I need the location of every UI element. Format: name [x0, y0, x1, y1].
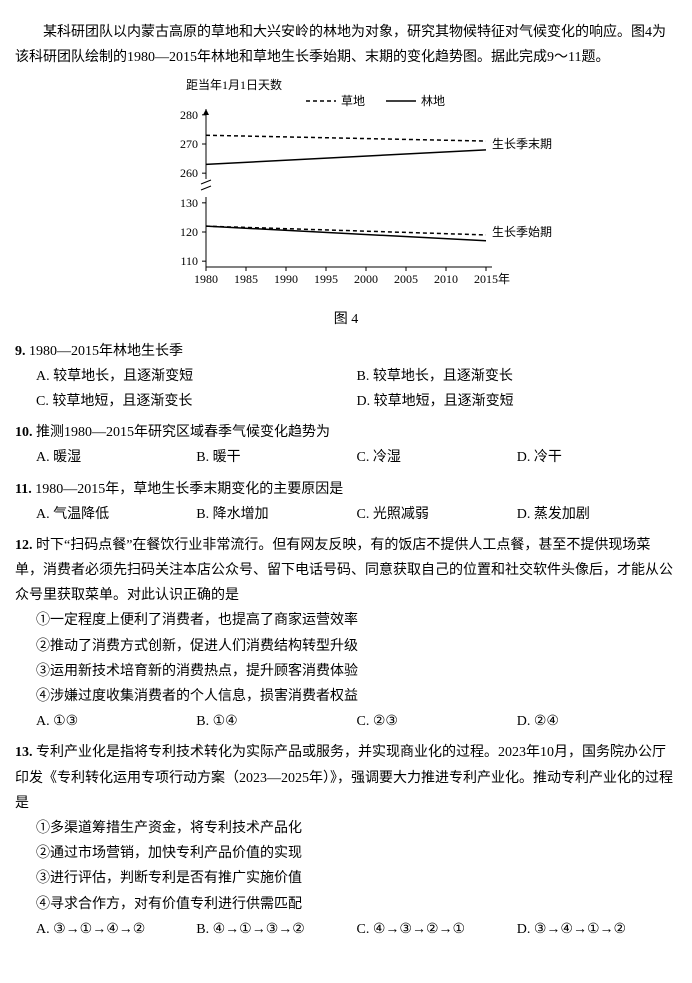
q13-item-2: ②通过市场营销，加快专利产品价值的实现 — [15, 841, 677, 866]
q10-options: A. 暖湿 B. 暖干 C. 冷湿 D. 冷干 — [15, 445, 677, 470]
svg-text:130: 130 — [180, 196, 198, 210]
q9-options-row1: A. 较草地长，且逐渐变短 B. 较草地长，且逐渐变长 — [15, 364, 677, 389]
svg-text:年: 年 — [498, 272, 510, 286]
q9-opt-d[interactable]: D. 较草地短，且逐渐变短 — [357, 389, 678, 414]
svg-text:270: 270 — [180, 137, 198, 151]
q13-item-4: ④寻求合作方，对有价值专利进行供需匹配 — [15, 892, 677, 917]
q10-stem: 推测1980—2015年研究区域春季气候变化趋势为 — [36, 425, 330, 440]
svg-text:120: 120 — [180, 225, 198, 239]
q10-opt-c[interactable]: C. 冷湿 — [357, 445, 517, 470]
q13-opt-b[interactable]: B. ④→①→③→② — [196, 917, 356, 942]
q9-opt-a[interactable]: A. 较草地长，且逐渐变短 — [36, 364, 357, 389]
svg-text:260: 260 — [180, 167, 198, 181]
q9-opt-c[interactable]: C. 较草地短，且逐渐变长 — [36, 389, 357, 414]
q12-stem: 时下“扫码点餐”在餐饮行业非常流行。但有网友反映，有的饭店不提供人工点餐，甚至不… — [15, 538, 673, 603]
q12-item-2: ②推动了消费方式创新，促进人们消费结构转型升级 — [15, 634, 677, 659]
q9-num: 9. — [15, 344, 26, 359]
question-11: 11. 1980—2015年，草地生长季末期变化的主要原因是 A. 气温降低 B… — [15, 477, 677, 527]
q12-opt-c[interactable]: C. ②③ — [357, 709, 517, 734]
q11-stem: 1980—2015年，草地生长季末期变化的主要原因是 — [35, 482, 343, 497]
svg-text:2010: 2010 — [434, 272, 458, 286]
q11-opt-b[interactable]: B. 降水增加 — [196, 502, 356, 527]
svg-text:生长季始期: 生长季始期 — [492, 225, 552, 239]
q10-opt-b[interactable]: B. 暖干 — [196, 445, 356, 470]
q12-item-1: ①一定程度上便利了消费者，也提高了商家运营效率 — [15, 608, 677, 633]
q11-opt-c[interactable]: C. 光照减弱 — [357, 502, 517, 527]
svg-text:2015: 2015 — [474, 272, 498, 286]
q13-num: 13. — [15, 745, 33, 760]
q11-num: 11. — [15, 482, 32, 497]
q12-item-4: ④涉嫌过度收集消费者的个人信息，损害消费者权益 — [15, 684, 677, 709]
q12-num: 12. — [15, 538, 33, 553]
figure-caption: 图 4 — [136, 307, 556, 332]
q9-options-row2: C. 较草地短，且逐渐变长 D. 较草地短，且逐渐变短 — [15, 389, 677, 414]
q10-opt-a[interactable]: A. 暖湿 — [36, 445, 196, 470]
q13-opt-a[interactable]: A. ③→①→④→② — [36, 917, 196, 942]
q11-opt-a[interactable]: A. 气温降低 — [36, 502, 196, 527]
q13-item-3: ③进行评估，判断专利是否有推广实施价值 — [15, 866, 677, 891]
chart-svg: 距当年1月1日天数草地 林地 260 270 280 生长季末期 110 120 130 生长季始… — [136, 75, 556, 305]
question-10: 10. 推测1980—2015年研究区域春季气候变化趋势为 A. 暖湿 B. 暖… — [15, 420, 677, 470]
q11-options: A. 气温降低 B. 降水增加 C. 光照减弱 D. 蒸发加剧 — [15, 502, 677, 527]
svg-text:生长季末期: 生长季末期 — [492, 137, 552, 151]
q13-opt-d[interactable]: D. ③→④→①→② — [517, 917, 677, 942]
q10-num: 10. — [15, 425, 33, 440]
svg-text:280: 280 — [180, 108, 198, 122]
intro-paragraph: 某科研团队以内蒙古高原的草地和大兴安岭的林地为对象，研究其物候特征对气候变化的响… — [15, 20, 677, 70]
q10-opt-d[interactable]: D. 冷干 — [517, 445, 677, 470]
q9-opt-b[interactable]: B. 较草地长，且逐渐变长 — [357, 364, 678, 389]
q13-item-1: ①多渠道筹措生产资金，将专利技术产品化 — [15, 816, 677, 841]
svg-text:距当年1月1日天数: 距当年1月1日天数 — [186, 77, 282, 92]
q12-opt-a[interactable]: A. ①③ — [36, 709, 196, 734]
question-12: 12. 时下“扫码点餐”在餐饮行业非常流行。但有网友反映，有的饭店不提供人工点餐… — [15, 533, 677, 735]
svg-text:1995: 1995 — [314, 272, 338, 286]
q12-opt-b[interactable]: B. ①④ — [196, 709, 356, 734]
svg-text:2005: 2005 — [394, 272, 418, 286]
svg-text:110: 110 — [180, 255, 198, 269]
svg-text:1990: 1990 — [274, 272, 298, 286]
q12-opt-d[interactable]: D. ②④ — [517, 709, 677, 734]
svg-text:1980: 1980 — [194, 272, 218, 286]
question-13: 13. 专利产业化是指将专利技术转化为实际产品或服务，并实现商业化的过程。202… — [15, 740, 677, 942]
q12-item-3: ③运用新技术培育新的消费热点，提升顾客消费体验 — [15, 659, 677, 684]
q13-opt-c[interactable]: C. ④→③→②→① — [357, 917, 517, 942]
question-9: 9. 1980—2015年林地生长季 A. 较草地长，且逐渐变短 B. 较草地长… — [15, 339, 677, 415]
svg-text:2000: 2000 — [354, 272, 378, 286]
svg-text:1985: 1985 — [234, 272, 258, 286]
figure-4: 距当年1月1日天数草地 林地 260 270 280 生长季末期 110 120 130 生长季始… — [136, 75, 556, 332]
svg-text:草地: 草地 — [341, 94, 365, 108]
q13-stem: 专利产业化是指将专利技术转化为实际产品或服务，并实现商业化的过程。2023年10… — [15, 745, 673, 810]
svg-text:林地: 林地 — [421, 94, 445, 108]
q9-stem: 1980—2015年林地生长季 — [29, 344, 183, 359]
q11-opt-d[interactable]: D. 蒸发加剧 — [517, 502, 677, 527]
q13-options: A. ③→①→④→② B. ④→①→③→② C. ④→③→②→① D. ③→④→… — [15, 917, 677, 942]
q12-options: A. ①③ B. ①④ C. ②③ D. ②④ — [15, 709, 677, 734]
